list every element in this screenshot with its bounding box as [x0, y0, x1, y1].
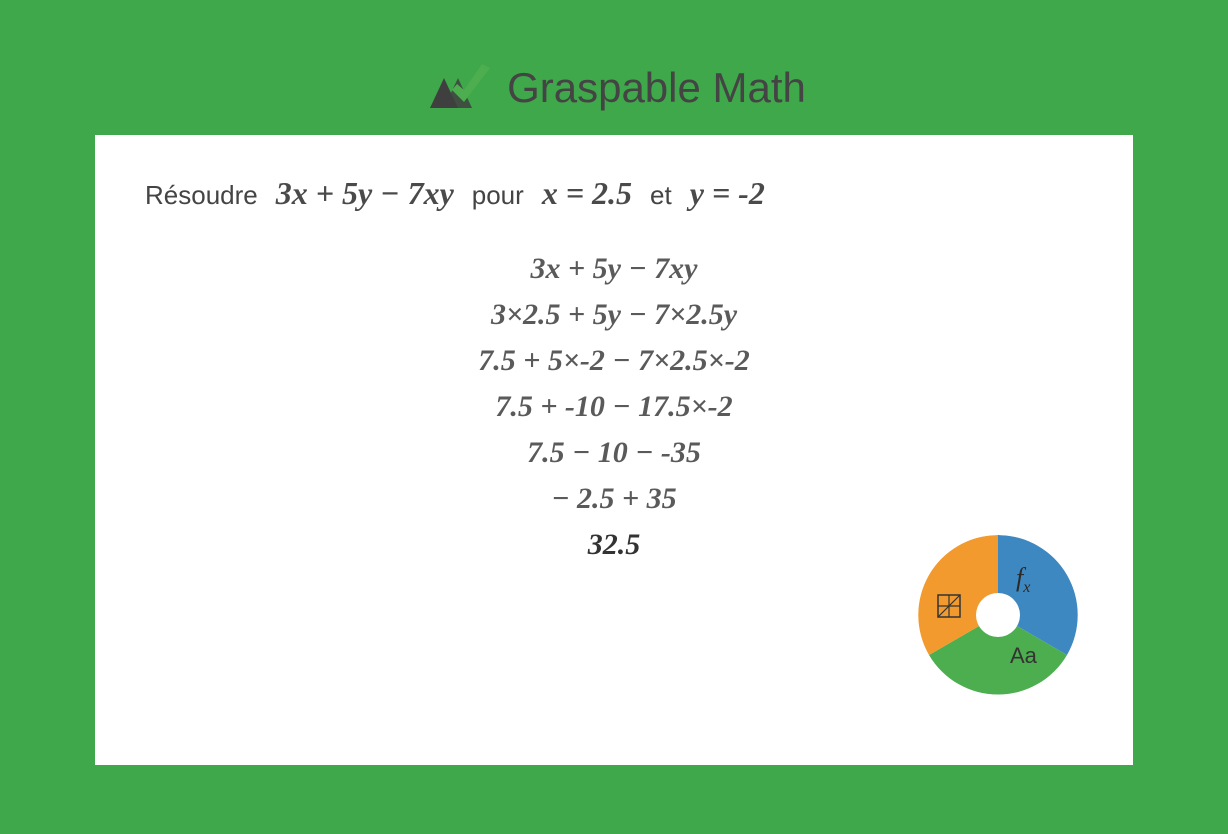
fx-label[interactable]: fx [1016, 563, 1030, 597]
problem-statement: Résoudre 3x + 5y − 7xy pour x = 2.5 et y… [125, 175, 1103, 212]
y-assignment[interactable]: y = -2 [690, 175, 765, 212]
x-assignment[interactable]: x = 2.5 [542, 175, 632, 212]
app-logo-icon [422, 60, 492, 115]
step-line[interactable]: − 2.5 + 35 [551, 482, 676, 516]
label-solve: Résoudre [145, 180, 258, 211]
label-and: et [650, 180, 672, 211]
step-line[interactable]: 7.5 − 10 − -35 [527, 436, 701, 470]
step-line[interactable]: 3×2.5 + 5y − 7×2.5y [491, 298, 737, 332]
step-line[interactable]: 3x + 5y − 7xy [531, 252, 698, 286]
expression-main[interactable]: 3x + 5y − 7xy [276, 175, 454, 212]
label-for: pour [472, 180, 524, 211]
step-line[interactable]: 7.5 + -10 − 17.5×-2 [495, 390, 732, 424]
whiteboard-canvas[interactable]: Résoudre 3x + 5y − 7xy pour x = 2.5 et y… [95, 135, 1133, 765]
grid-icon[interactable] [936, 593, 962, 619]
tool-wheel[interactable]: fx Aa [918, 535, 1078, 695]
step-result[interactable]: 32.5 [588, 528, 641, 562]
app-title: Graspable Math [507, 64, 806, 112]
wheel-center [976, 593, 1020, 637]
header: Graspable Math [0, 0, 1228, 135]
aa-label[interactable]: Aa [1010, 643, 1037, 669]
work-steps: 3x + 5y − 7xy 3×2.5 + 5y − 7×2.5y 7.5 + … [125, 252, 1103, 562]
step-line[interactable]: 7.5 + 5×-2 − 7×2.5×-2 [478, 344, 750, 378]
